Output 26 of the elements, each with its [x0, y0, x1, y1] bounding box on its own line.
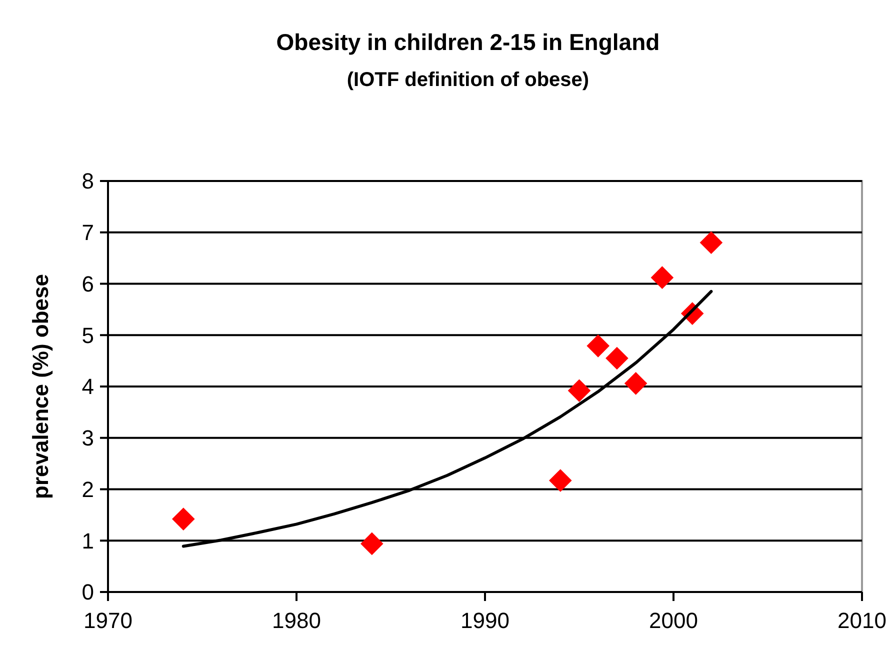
point — [650, 266, 674, 289]
y-tick-label: 8 — [82, 168, 94, 194]
point — [360, 532, 384, 556]
x-tick-label: 1970 — [84, 608, 132, 633]
point — [586, 334, 610, 358]
y-tick-label: 7 — [82, 220, 94, 246]
chart-subtitle: (IOTF definition of obese) — [346, 69, 590, 91]
point — [606, 346, 628, 370]
x-tick-label: 1990 — [460, 608, 510, 633]
x-tick-label: 2000 — [649, 608, 698, 633]
y-axis-title: prevalence (%) obese — [28, 274, 53, 499]
point — [172, 508, 195, 530]
y-tick-label: 4 — [82, 374, 94, 400]
y-tick-label: 6 — [82, 271, 94, 296]
y-tick-label: 3 — [82, 426, 94, 451]
point — [568, 379, 591, 402]
y-tick-label: 0 — [82, 580, 94, 605]
point — [549, 469, 572, 492]
y-tick-label: 5 — [82, 322, 94, 348]
y-tick-label: 2 — [82, 476, 94, 502]
y-tick-label: 1 — [82, 528, 94, 554]
point — [624, 372, 648, 395]
point — [700, 231, 723, 254]
x-tick-label: 1980 — [272, 608, 321, 633]
chart-title: Obesity in children 2-15 in England — [276, 29, 660, 55]
x-tick-label: 2010 — [838, 608, 886, 633]
